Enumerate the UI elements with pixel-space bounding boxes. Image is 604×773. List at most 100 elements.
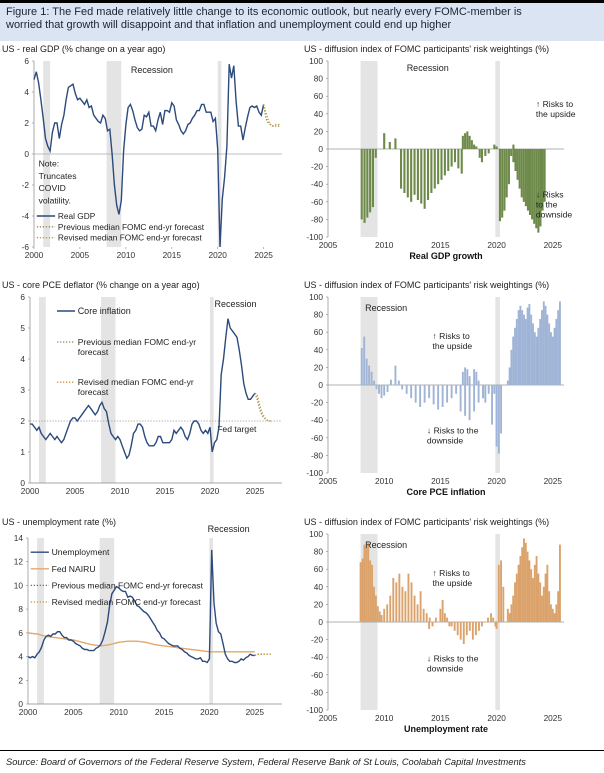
svg-text:2025: 2025 xyxy=(544,713,563,723)
svg-text:20: 20 xyxy=(314,126,324,136)
svg-text:COVID: COVID xyxy=(39,183,66,193)
svg-text:↓ Risks to the: ↓ Risks to the xyxy=(427,653,479,663)
svg-text:2015: 2015 xyxy=(163,250,182,260)
svg-text:-60: -60 xyxy=(311,669,323,679)
svg-text:2015: 2015 xyxy=(431,240,450,250)
svg-text:the upside: the upside xyxy=(536,109,576,119)
svg-text:forecast: forecast xyxy=(78,387,109,397)
svg-text:Real GDP: Real GDP xyxy=(58,211,96,221)
svg-text:-40: -40 xyxy=(311,652,323,662)
svg-text:-2: -2 xyxy=(22,180,30,190)
svg-text:-80: -80 xyxy=(311,214,323,224)
svg-text:14: 14 xyxy=(14,533,24,543)
svg-text:Core PCE inflation: Core PCE inflation xyxy=(406,487,485,497)
svg-text:Recession: Recession xyxy=(208,524,250,534)
svg-text:2010: 2010 xyxy=(375,713,394,723)
svg-text:4: 4 xyxy=(24,87,29,97)
svg-text:2015: 2015 xyxy=(155,707,174,717)
svg-text:Previous median FOMC end-yr fo: Previous median FOMC end-yr forecast xyxy=(58,222,205,232)
svg-text:US - real GDP (% change on a y: US - real GDP (% change on a year ago) xyxy=(2,44,165,54)
svg-text:80: 80 xyxy=(314,546,324,556)
svg-text:2010: 2010 xyxy=(375,240,394,250)
svg-text:the upside: the upside xyxy=(433,578,473,588)
svg-text:-20: -20 xyxy=(311,398,323,408)
svg-text:Revised median FOMC end-yr fo: Revised median FOMC end-yr forecast xyxy=(52,597,202,607)
svg-text:2: 2 xyxy=(18,675,23,685)
svg-text:4: 4 xyxy=(20,354,25,364)
svg-text:Recession: Recession xyxy=(131,65,173,75)
svg-text:0: 0 xyxy=(318,617,323,627)
svg-text:Revised median FOMC end-yr for: Revised median FOMC end-yr forecast xyxy=(58,233,203,243)
svg-text:2025: 2025 xyxy=(254,250,273,260)
svg-text:↓ Risks to the: ↓ Risks to the xyxy=(427,426,479,436)
svg-text:Recession: Recession xyxy=(365,303,407,313)
svg-text:10: 10 xyxy=(14,580,24,590)
svg-text:Recession: Recession xyxy=(407,63,449,73)
svg-text:2010: 2010 xyxy=(375,476,394,486)
svg-text:US - diffusion index of FOMC p: US - diffusion index of FOMC participant… xyxy=(304,517,549,527)
svg-text:2: 2 xyxy=(24,118,29,128)
svg-text:100: 100 xyxy=(309,292,323,302)
svg-text:60: 60 xyxy=(314,91,324,101)
svg-text:-4: -4 xyxy=(22,211,30,221)
svg-text:6: 6 xyxy=(20,292,25,302)
svg-text:Previous median FOMC end-yr: Previous median FOMC end-yr xyxy=(78,337,197,347)
svg-text:100: 100 xyxy=(309,56,323,66)
svg-text:Fed target: Fed target xyxy=(217,424,257,434)
svg-text:20: 20 xyxy=(314,363,324,373)
svg-text:0: 0 xyxy=(318,144,323,154)
svg-text:volatility.: volatility. xyxy=(39,196,71,206)
svg-text:-20: -20 xyxy=(311,634,323,644)
svg-text:0: 0 xyxy=(318,380,323,390)
svg-text:2: 2 xyxy=(20,416,25,426)
svg-text:2005: 2005 xyxy=(319,476,338,486)
svg-text:2015: 2015 xyxy=(431,713,450,723)
svg-text:Truncates: Truncates xyxy=(39,171,77,181)
svg-text:8: 8 xyxy=(18,604,23,614)
svg-text:6: 6 xyxy=(18,627,23,637)
svg-text:6: 6 xyxy=(24,56,29,66)
svg-text:2025: 2025 xyxy=(246,486,265,496)
svg-text:12: 12 xyxy=(14,556,24,566)
svg-text:to the: to the xyxy=(536,199,558,209)
svg-text:↑ Risks to: ↑ Risks to xyxy=(433,331,470,341)
svg-text:2000: 2000 xyxy=(19,707,38,717)
svg-text:1: 1 xyxy=(20,447,25,457)
svg-text:2005: 2005 xyxy=(319,713,338,723)
svg-text:2010: 2010 xyxy=(117,250,136,260)
svg-text:2000: 2000 xyxy=(25,250,44,260)
svg-text:2015: 2015 xyxy=(431,476,450,486)
svg-text:2020: 2020 xyxy=(487,713,506,723)
svg-text:3: 3 xyxy=(20,385,25,395)
svg-text:80: 80 xyxy=(314,74,324,84)
svg-text:Revised median FOMC end-yr: Revised median FOMC end-yr xyxy=(78,377,194,387)
svg-text:-80: -80 xyxy=(311,451,323,461)
svg-text:US - diffusion index of FOMC p: US - diffusion index of FOMC participant… xyxy=(304,280,549,290)
svg-text:forecast: forecast xyxy=(78,347,109,357)
svg-text:2020: 2020 xyxy=(487,240,506,250)
svg-text:Fed NAIRU: Fed NAIRU xyxy=(52,563,96,573)
svg-text:↓ Risks: ↓ Risks xyxy=(536,189,564,199)
svg-text:Unemployment rate: Unemployment rate xyxy=(404,724,488,734)
svg-text:2015: 2015 xyxy=(156,486,175,496)
svg-text:downside: downside xyxy=(427,436,464,446)
svg-text:-20: -20 xyxy=(311,162,323,172)
svg-text:Real GDP growth: Real GDP growth xyxy=(409,251,482,261)
svg-text:100: 100 xyxy=(309,529,323,539)
svg-text:2005: 2005 xyxy=(64,707,83,717)
svg-text:Previous median FOMC end-yr f: Previous median FOMC end-yr forecast xyxy=(52,580,204,590)
svg-text:5: 5 xyxy=(20,323,25,333)
svg-text:↑ Risks to: ↑ Risks to xyxy=(433,568,470,578)
svg-text:2020: 2020 xyxy=(487,476,506,486)
svg-text:20: 20 xyxy=(314,599,324,609)
svg-text:40: 40 xyxy=(314,109,324,119)
svg-text:2025: 2025 xyxy=(544,240,563,250)
svg-text:US - core PCE deflator (% chan: US - core PCE deflator (% change on a ye… xyxy=(2,280,200,290)
svg-text:2020: 2020 xyxy=(200,707,219,717)
svg-text:downside: downside xyxy=(427,663,464,673)
svg-text:2020: 2020 xyxy=(208,250,227,260)
svg-text:Note:: Note: xyxy=(39,158,60,168)
svg-text:2005: 2005 xyxy=(66,486,85,496)
svg-text:60: 60 xyxy=(314,327,324,337)
svg-text:2000: 2000 xyxy=(21,486,40,496)
